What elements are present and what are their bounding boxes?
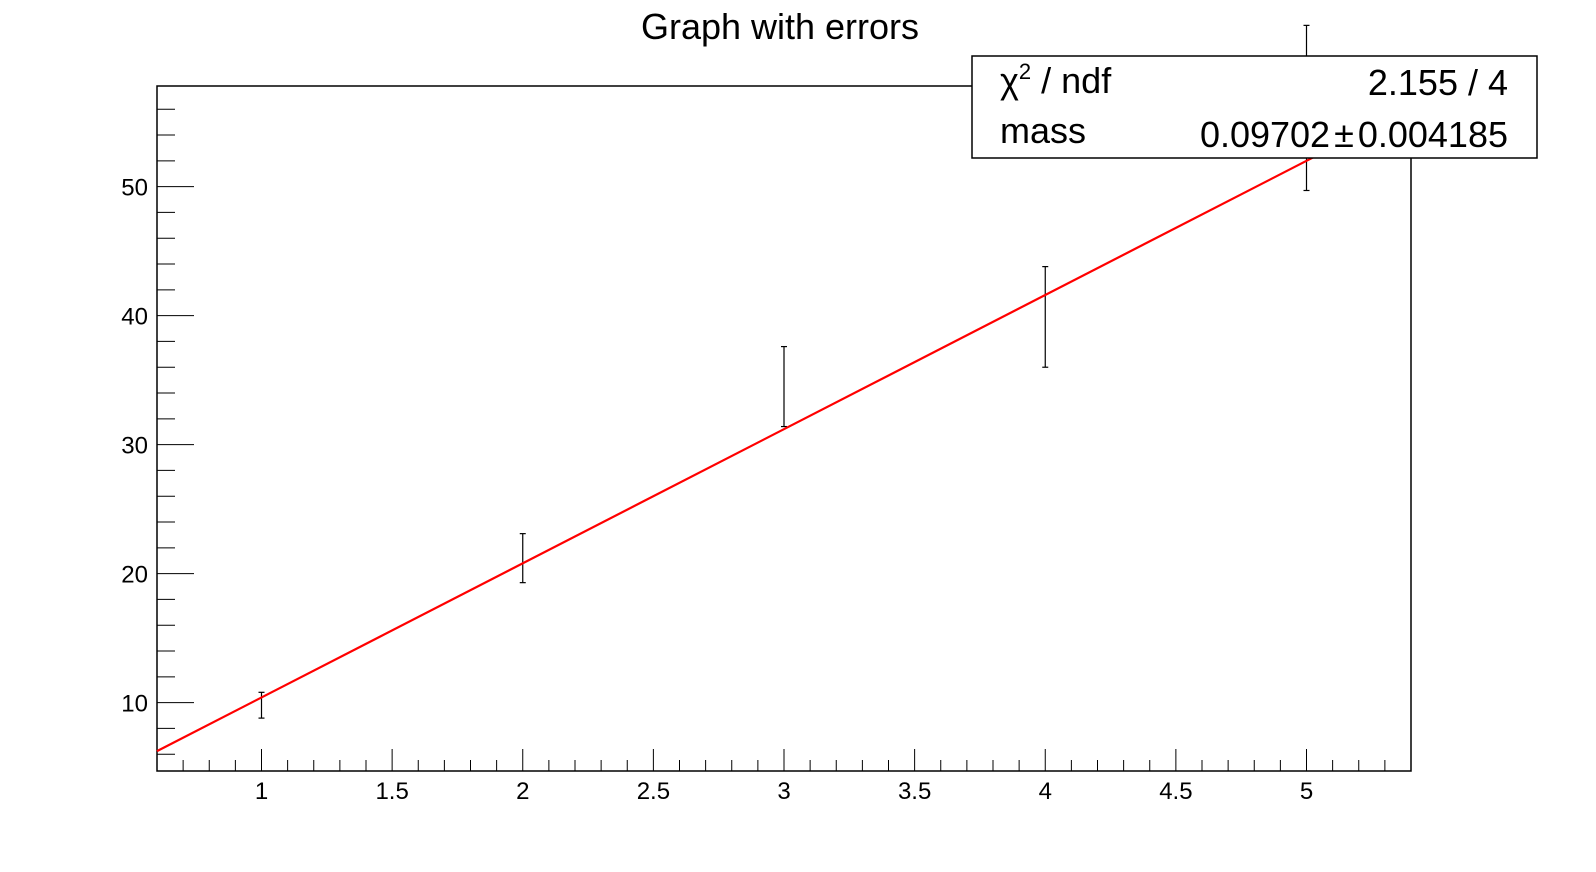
y-tick-label: 20: [121, 562, 148, 589]
x-axis: 1 1.5 2 2.5 3 3.5 4 4.5 5: [182, 749, 1386, 805]
fit-line-group: [156, 106, 1412, 753]
y-axis: 10 20 30 40 50: [121, 108, 194, 755]
x-tick-label: 3: [777, 778, 790, 805]
y-tick-label: 30: [121, 433, 148, 460]
chart-title: Graph with errors: [641, 6, 919, 47]
error-bars: [258, 24, 1310, 719]
stats-box: χ2 / ndf 2.155 / 4 mass 0.09702 ±0.004185: [971, 55, 1538, 159]
stats-mass-err: 0.004185: [1358, 114, 1508, 155]
stats-mass-label: mass: [1000, 110, 1086, 151]
stats-mass-value: 0.09702 ±0.004185: [1200, 114, 1508, 155]
stats-chi2-symbol: χ: [1000, 60, 1019, 101]
fit-line: [156, 106, 1412, 753]
x-tick-label: 3.5: [898, 778, 931, 805]
x-tick-label: 5: [1300, 778, 1313, 805]
stats-chi2-sup: 2: [1019, 59, 1031, 84]
stats-box-frame: [971, 55, 1538, 159]
stats-mass-pm: ±: [1334, 114, 1354, 155]
stats-chi2-label: χ2 / ndf: [1000, 59, 1112, 101]
y-tick-label: 40: [121, 304, 148, 331]
stats-chi2-rest: / ndf: [1031, 60, 1112, 101]
x-tick-label: 1: [255, 778, 268, 805]
x-tick-label: 1.5: [375, 778, 408, 805]
x-tick-label: 2.5: [637, 778, 670, 805]
x-tick-label: 2: [516, 778, 529, 805]
y-tick-label: 10: [121, 691, 148, 718]
x-tick-label: 4.5: [1159, 778, 1192, 805]
stats-chi2-value: 2.155 / 4: [1368, 62, 1508, 103]
y-tick-label: 50: [121, 175, 148, 202]
stats-mass-main: 0.09702: [1200, 114, 1330, 155]
x-tick-label: 4: [1039, 778, 1052, 805]
